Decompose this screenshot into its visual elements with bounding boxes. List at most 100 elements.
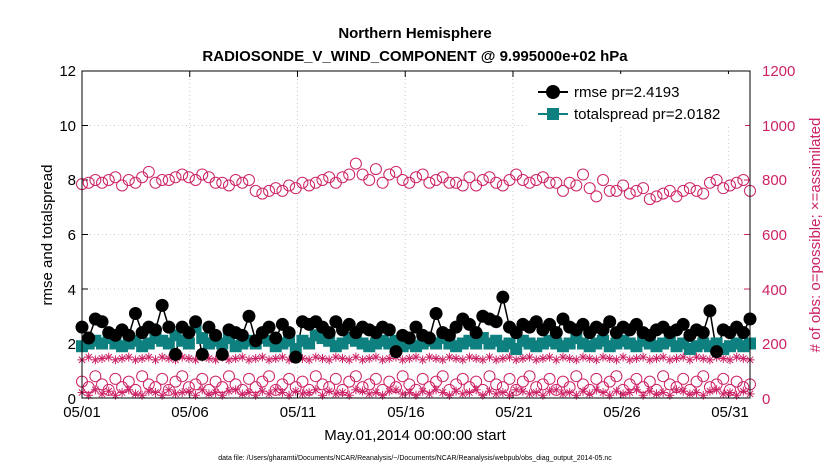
obs-assimilated-point xyxy=(251,353,261,363)
obs-possible-point xyxy=(263,370,276,383)
obs-assimilated-point xyxy=(471,385,481,395)
asterisk-stroke xyxy=(365,354,373,362)
asterisk-stroke xyxy=(192,391,200,399)
rmse-point xyxy=(489,315,503,329)
asterisk-stroke xyxy=(506,353,514,361)
obs-assimilated-point xyxy=(531,388,541,398)
asterisk-stroke xyxy=(178,389,186,397)
data-file-note: data file: /Users/gharamti/Documents/NCA… xyxy=(218,455,612,462)
obs-possible-point xyxy=(162,174,175,186)
obs-possible-point xyxy=(657,370,670,383)
asterisk-stroke xyxy=(372,389,380,397)
obs-assimilated-point xyxy=(184,386,194,396)
obs-possible-point xyxy=(523,176,536,189)
asterisk-stroke xyxy=(626,356,634,364)
asterisk-stroke xyxy=(539,354,547,362)
obs-possible-point xyxy=(182,171,195,184)
rmse-point xyxy=(169,347,183,361)
obs-assimilated-point xyxy=(184,353,194,363)
obs-possible-point xyxy=(730,176,743,189)
obs-possible-point xyxy=(349,157,362,170)
obs-possible-point xyxy=(556,184,569,197)
obs-assimilated-point xyxy=(451,386,461,396)
asterisk-stroke xyxy=(432,354,440,362)
asterisk-stroke xyxy=(379,391,387,399)
obs-possible-point xyxy=(657,187,670,200)
asterisk-stroke xyxy=(606,354,614,362)
asterisk-stroke xyxy=(739,387,747,395)
obs-assimilated-point xyxy=(451,353,461,363)
obs-assimilated-point xyxy=(692,352,702,362)
asterisk-stroke xyxy=(546,387,554,395)
asterisk-stroke xyxy=(626,389,634,397)
obs-possible-point xyxy=(603,375,616,388)
rmse-point xyxy=(282,326,296,340)
obs-assimilated-point xyxy=(444,390,454,400)
obs-possible-point xyxy=(303,179,316,192)
obs-possible-point xyxy=(256,375,269,388)
obs-assimilated-point xyxy=(571,355,581,365)
asterisk-stroke xyxy=(439,389,447,397)
obs-assimilated-point xyxy=(665,390,675,400)
asterisk-stroke xyxy=(459,356,467,364)
obs-possible-point xyxy=(383,168,396,181)
obs-possible-point xyxy=(343,375,356,388)
obs-assimilated-point xyxy=(384,353,394,363)
obs-assimilated-point xyxy=(137,353,147,363)
obs-assimilated-point xyxy=(478,355,488,365)
asterisk-stroke xyxy=(111,356,119,364)
obs-possible-point xyxy=(697,187,710,200)
obs-assimilated-point xyxy=(464,388,474,398)
asterisk-stroke xyxy=(165,386,173,394)
asterisk-stroke xyxy=(499,389,507,397)
obs-possible-point xyxy=(663,378,676,391)
obs-assimilated-point xyxy=(672,353,682,363)
asterisk-stroke xyxy=(686,356,694,364)
obs-assimilated-point xyxy=(271,385,281,395)
obs-assimilated-point xyxy=(231,385,241,395)
rmse-point xyxy=(182,326,196,340)
asterisk-stroke xyxy=(599,353,607,361)
chart-subtitle: RADIOSONDE_V_WIND_COMPONENT @ 9.995000e+… xyxy=(202,48,628,65)
obs-assimilated-point xyxy=(718,353,728,363)
obs-possible-point xyxy=(463,171,476,184)
obs-possible-point xyxy=(436,370,449,383)
obs-possible-point xyxy=(89,370,102,383)
obs-possible-point xyxy=(196,168,209,181)
asterisk-stroke xyxy=(305,389,313,397)
obs-possible-point xyxy=(677,372,690,385)
obs-assimilated-point xyxy=(311,385,321,395)
asterisk-stroke xyxy=(91,386,99,394)
asterisk-stroke xyxy=(579,353,587,361)
obs-assimilated-point xyxy=(231,353,241,363)
asterisk-stroke xyxy=(719,354,727,362)
asterisk-stroke xyxy=(659,353,667,361)
obs-possible-point xyxy=(296,375,309,388)
obs-possible-point xyxy=(410,171,422,184)
obs-assimilated-point xyxy=(578,386,588,396)
obs-possible-point xyxy=(383,375,396,388)
asterisk-stroke xyxy=(465,389,473,397)
rmse-point xyxy=(389,345,403,359)
asterisk-stroke xyxy=(546,353,554,361)
obs-assimilated-point xyxy=(117,353,127,363)
obs-assimilated-point xyxy=(732,352,742,362)
obs-possible-point xyxy=(630,372,643,385)
asterisk-stroke xyxy=(646,387,654,395)
obs-assimilated-point xyxy=(705,355,715,365)
asterisk-stroke xyxy=(198,386,206,394)
asterisk-stroke xyxy=(385,387,393,395)
x-tick-label: 05/06 xyxy=(171,404,209,421)
obs-possible-point xyxy=(630,184,643,197)
asterisk-stroke xyxy=(439,356,447,364)
obs-assimilated-point xyxy=(384,386,394,396)
rmse-point xyxy=(496,290,510,304)
obs-assimilated-point xyxy=(311,352,321,362)
obs-possible-point xyxy=(283,372,296,385)
obs-possible-point xyxy=(423,176,436,189)
asterisk-stroke xyxy=(339,354,347,362)
asterisk-stroke xyxy=(492,390,500,398)
obs-possible-point xyxy=(670,190,683,203)
rmse-point xyxy=(696,326,710,340)
